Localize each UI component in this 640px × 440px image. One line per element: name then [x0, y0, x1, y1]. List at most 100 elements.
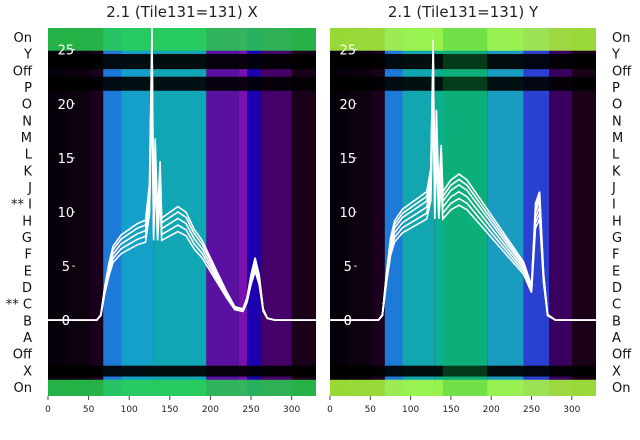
- x-tick-label: 250: [242, 405, 259, 415]
- y-tick-label: 25: [339, 44, 356, 59]
- series-line: [330, 73, 596, 322]
- heatmap-band: [103, 28, 122, 396]
- y-tick-labels-x: 0 5 10 15 20 25: [58, 44, 75, 329]
- series-line: [330, 60, 596, 322]
- row-label-left: G: [22, 231, 32, 246]
- series-line: [330, 86, 596, 322]
- series-line: [48, 24, 316, 322]
- y-tick-label: 20: [58, 98, 75, 113]
- x-tick-label: 300: [563, 405, 580, 415]
- series-line: [330, 99, 596, 322]
- heatmap-band: [330, 28, 348, 396]
- panel-x: 2.1 (Tile131=131) X 0 5 10 15 20 25 0 0 50 100 1…: [45, 3, 316, 415]
- row-label-right: P: [612, 81, 620, 96]
- row-label-right: On: [612, 31, 630, 46]
- y-tick-label: 10: [58, 206, 75, 221]
- row-label-right: O: [612, 98, 622, 113]
- series-line: [48, 55, 316, 322]
- row-label-left: On: [14, 31, 32, 46]
- row-label-left: ** I: [11, 198, 32, 213]
- title-x: 2.1 (Tile131=131) X: [106, 3, 257, 21]
- heatmap-row-band: [48, 365, 316, 377]
- series-line: [48, 72, 316, 322]
- row-label-left: E: [24, 264, 32, 279]
- x-tick-label: 250: [523, 405, 540, 415]
- heatmap-row-band: [48, 28, 316, 51]
- heatmap-band: [246, 28, 261, 396]
- series-line: [48, 89, 316, 322]
- x-tick-label: 100: [402, 405, 419, 415]
- y-tick-label: 0: [344, 314, 352, 329]
- row-label-right: I: [612, 198, 616, 213]
- heatmap-band: [48, 28, 66, 396]
- heatmap-row-band: [330, 76, 596, 91]
- series-y: 0: [330, 39, 596, 329]
- row-label-right: E: [612, 264, 620, 279]
- row-label-left: O: [22, 98, 32, 113]
- x-tick-label: 50: [365, 405, 377, 415]
- row-label-right: B: [612, 314, 621, 329]
- row-label-right: H: [612, 214, 622, 229]
- panel-y: 2.1 (Tile131=131) Y 0 5 10 15 20 25 0 0 50 100 1…: [327, 3, 596, 415]
- y-tick-label: 5: [62, 260, 70, 275]
- y-tick-label: 25: [58, 44, 75, 59]
- x-tick-label: 50: [83, 405, 95, 415]
- x-tick-label: 100: [121, 405, 138, 415]
- x-tick-label: 150: [442, 405, 459, 415]
- x-tick-labels-x: 0 50 100 150 200 250 300: [45, 396, 300, 415]
- heatmap-band: [90, 28, 104, 396]
- heatmap-row-band: [330, 379, 596, 396]
- row-label-right: X: [612, 364, 621, 379]
- title-y: 2.1 (Tile131=131) Y: [388, 3, 539, 21]
- row-label-left: On: [14, 381, 32, 396]
- row-label-right: C: [612, 298, 621, 313]
- heatmap-row-band: [330, 28, 596, 51]
- row-label-right: A: [612, 331, 621, 346]
- row-label-left: A: [23, 331, 32, 346]
- y-tick-label: 10: [339, 206, 356, 221]
- row-label-left: ** C: [6, 298, 32, 313]
- row-label-left: K: [23, 164, 32, 179]
- heatmap-y: [330, 28, 596, 396]
- row-label-left: Off: [13, 348, 33, 363]
- row-label-left: M: [21, 131, 32, 146]
- heatmap-band: [384, 28, 403, 396]
- y-tick-label: 15: [339, 152, 356, 167]
- heatmap-row-band: [48, 76, 316, 91]
- series-line: [330, 39, 596, 322]
- row-label-left: H: [22, 214, 32, 229]
- row-label-left: D: [22, 281, 32, 296]
- row-label-right: Off: [612, 64, 632, 79]
- y-tick-label: 20: [339, 98, 356, 113]
- row-label-right: D: [612, 281, 622, 296]
- row-label-right: G: [612, 231, 622, 246]
- x-tick-label: 200: [202, 405, 219, 415]
- heatmap-band: [549, 28, 572, 396]
- row-label-left: F: [25, 248, 32, 263]
- row-label-right: M: [612, 131, 623, 146]
- y-tick-label: 0: [62, 314, 70, 329]
- row-label-left: Y: [23, 48, 32, 63]
- row-label-left: X: [23, 364, 32, 379]
- row-label-left: L: [25, 148, 33, 163]
- row-label-right: N: [612, 114, 622, 129]
- y-tick-label: 15: [58, 152, 75, 167]
- row-label-right: J: [611, 181, 616, 196]
- series-line: [330, 50, 596, 322]
- row-label-right: Off: [612, 348, 632, 363]
- heatmap-row-band: [48, 53, 316, 70]
- heatmap-row-band: [330, 365, 596, 377]
- row-label-left: P: [24, 81, 32, 96]
- heatmap-band: [371, 28, 385, 396]
- y-tick-labels-y: 0 5 10 15 20 25: [339, 44, 357, 329]
- row-label-left: J: [27, 181, 32, 196]
- zero-label: 0: [62, 314, 70, 329]
- row-label-left: N: [22, 114, 32, 129]
- row-label-right: F: [612, 248, 619, 263]
- row-label-right: On: [612, 381, 630, 396]
- y-tick-label: 5: [344, 260, 352, 275]
- heatmap-band: [238, 28, 247, 396]
